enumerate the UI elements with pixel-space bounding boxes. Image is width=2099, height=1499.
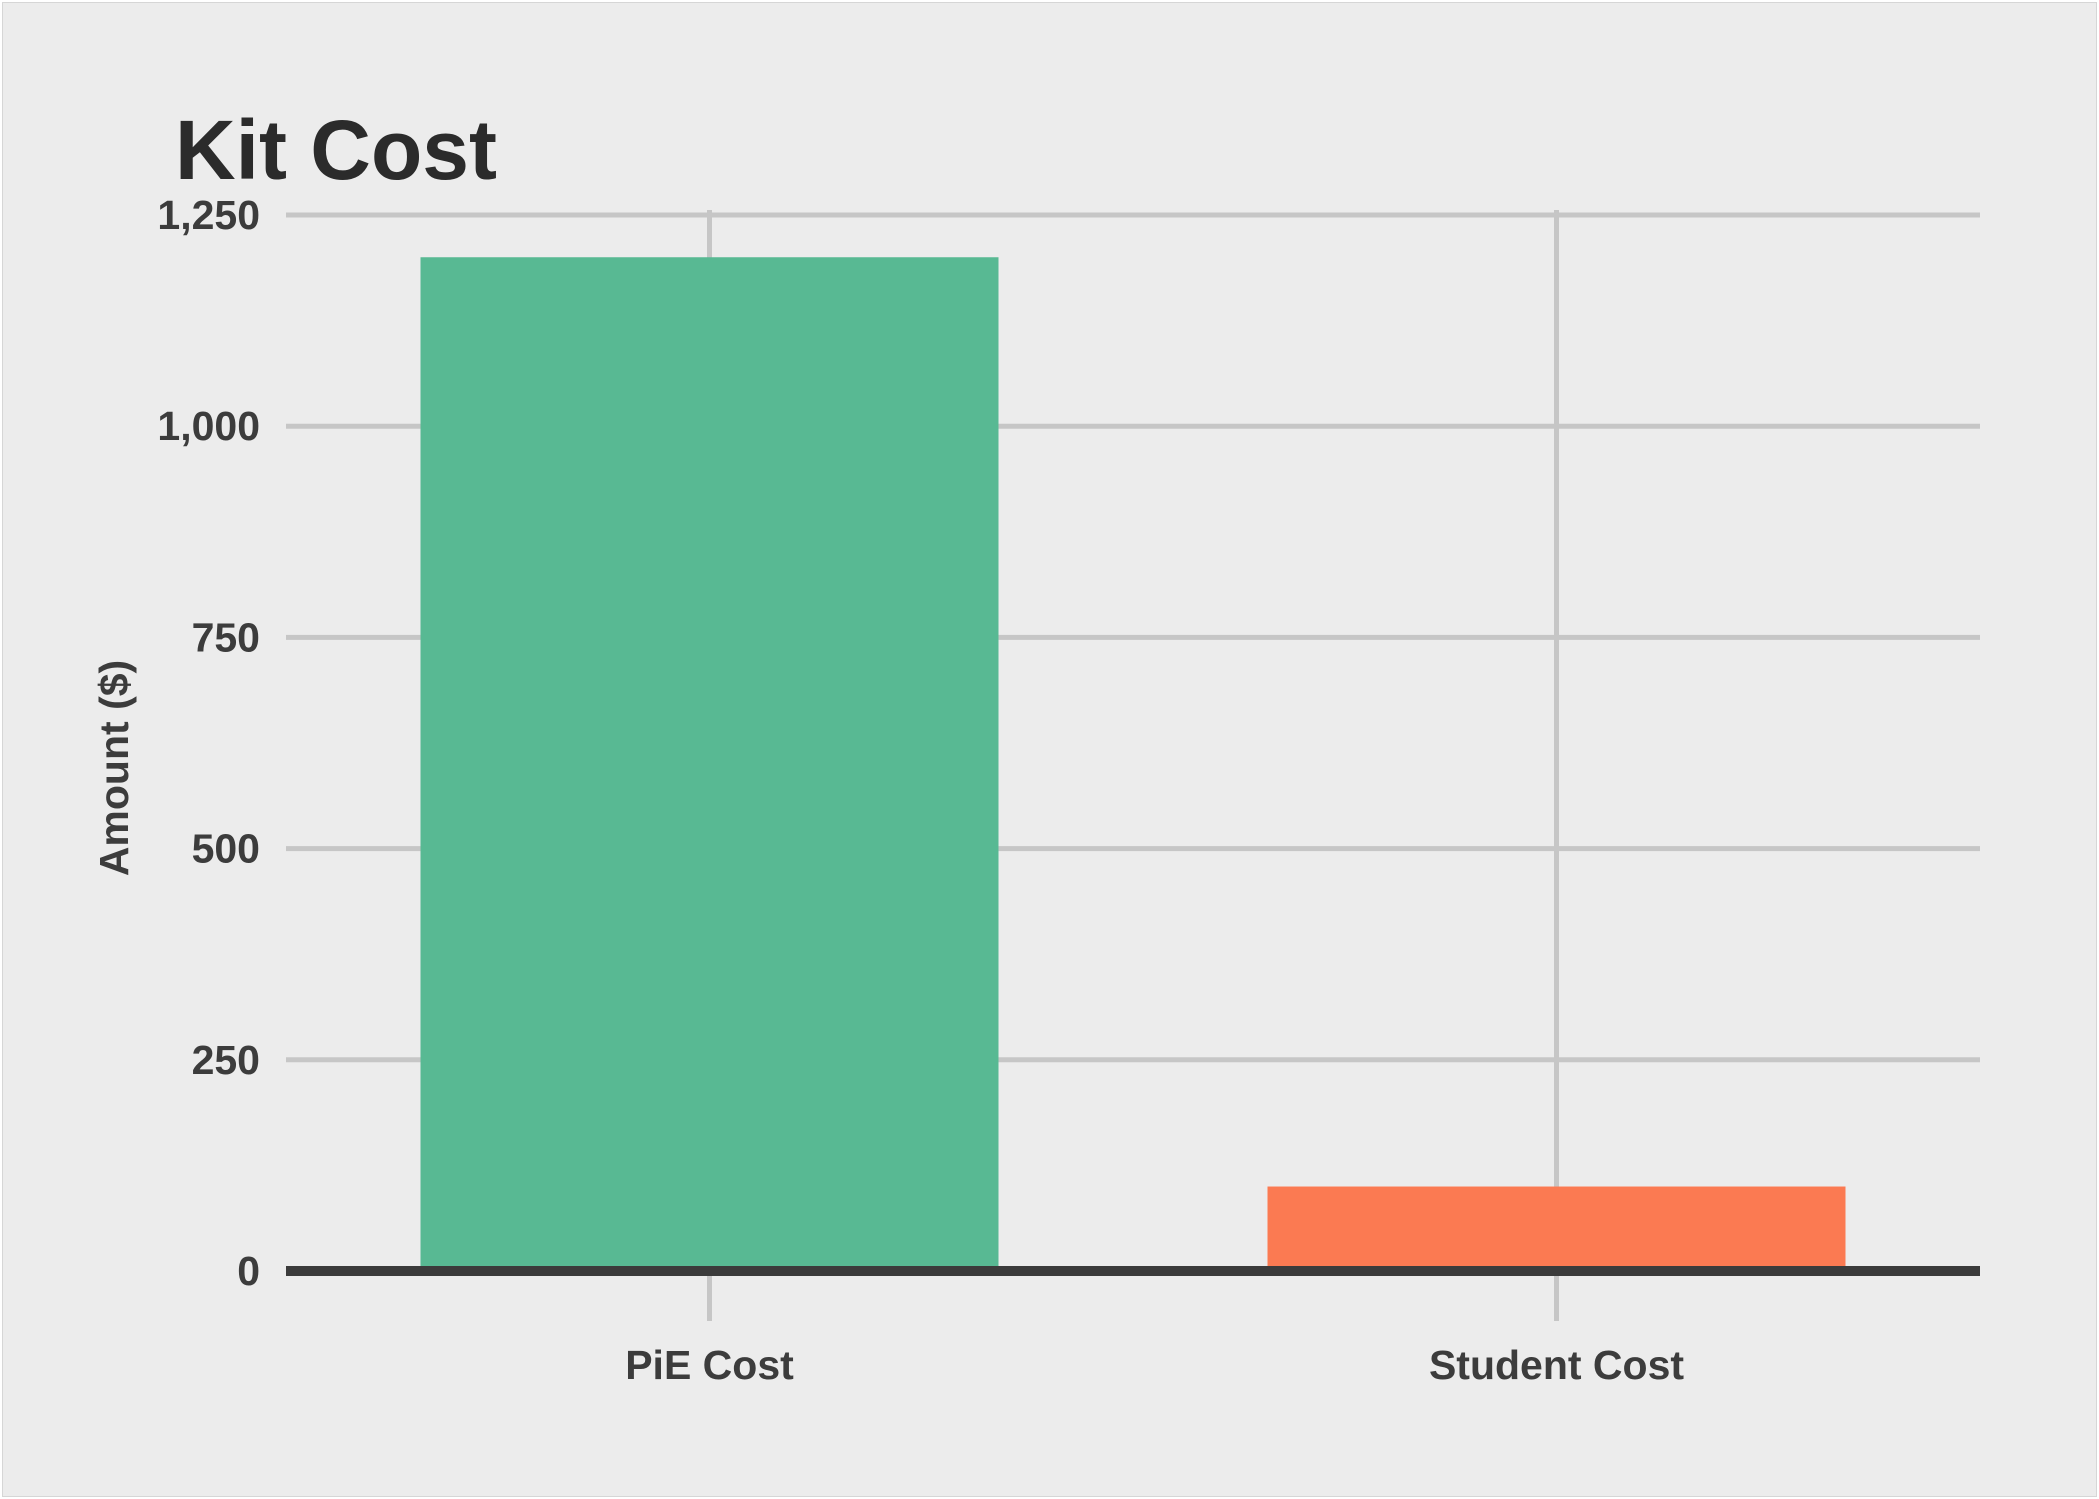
x-tick-labels: PiE Cost Student Cost [625,1342,1684,1388]
bar-chart: Kit Cost Amount ($) 0 250 500 750 1,000 1,250… [91,103,1980,1388]
y-tick-label: 250 [192,1037,260,1083]
y-tick-label: 500 [192,826,260,872]
y-tick-label: 1,000 [157,403,260,449]
bar [1267,1186,1846,1271]
x-tick-label: PiE Cost [625,1342,794,1388]
bar [420,257,999,1271]
y-tick-label: 750 [192,614,260,660]
y-axis-label: Amount ($) [91,660,137,876]
chart-title: Kit Cost [175,103,497,197]
y-tick-label: 1,250 [157,192,260,238]
y-tick-labels: 0 250 500 750 1,000 1,250 [157,192,260,1294]
x-tick-label: Student Cost [1429,1342,1684,1388]
y-tick-label: 0 [237,1248,260,1294]
bars [420,257,1846,1271]
